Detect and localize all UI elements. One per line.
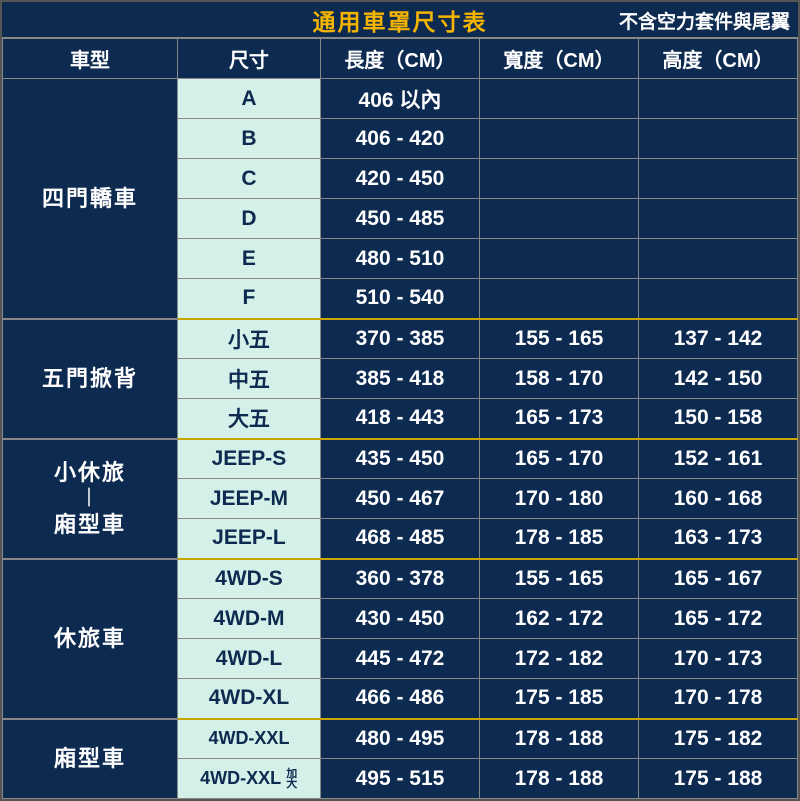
width-cell xyxy=(479,159,638,199)
col-header-size: 尺寸 xyxy=(177,39,320,79)
type-cell: 休旅車 xyxy=(3,559,178,719)
width-cell xyxy=(479,79,638,119)
size-cell: 小五 xyxy=(177,319,320,359)
table-row: 五門掀背小五370 - 385155 - 165137 - 142 xyxy=(3,319,798,359)
table-row: 廂型車4WD-XXL480 - 495178 - 188175 - 182 xyxy=(3,719,798,759)
width-cell: 170 - 180 xyxy=(479,479,638,519)
col-header-width: 寬度（CM） xyxy=(479,39,638,79)
type-cell: 四門轎車 xyxy=(3,79,178,319)
size-cell: B xyxy=(177,119,320,159)
length-cell: 385 - 418 xyxy=(320,359,479,399)
table-title: 通用車罩尺寸表 xyxy=(313,3,488,37)
length-cell: 406 以內 xyxy=(320,79,479,119)
width-cell xyxy=(479,119,638,159)
height-cell xyxy=(638,79,797,119)
width-cell xyxy=(479,279,638,319)
length-cell: 495 - 515 xyxy=(320,759,479,799)
col-header-type: 車型 xyxy=(3,39,178,79)
size-cell: F xyxy=(177,279,320,319)
length-cell: 406 - 420 xyxy=(320,119,479,159)
height-cell: 175 - 182 xyxy=(638,719,797,759)
length-cell: 445 - 472 xyxy=(320,639,479,679)
length-cell: 510 - 540 xyxy=(320,279,479,319)
width-cell: 178 - 185 xyxy=(479,519,638,559)
width-cell: 155 - 165 xyxy=(479,559,638,599)
height-cell: 170 - 173 xyxy=(638,639,797,679)
type-cell: 小休旅｜廂型車 xyxy=(3,439,178,559)
length-cell: 420 - 450 xyxy=(320,159,479,199)
length-cell: 480 - 495 xyxy=(320,719,479,759)
height-cell: 175 - 188 xyxy=(638,759,797,799)
table-row: 四門轎車A406 以內 xyxy=(3,79,798,119)
size-cell: 4WD-S xyxy=(177,559,320,599)
length-cell: 450 - 467 xyxy=(320,479,479,519)
size-table: 車型 尺寸 長度（CM） 寬度（CM） 高度（CM） 四門轎車A406 以內B4… xyxy=(2,38,798,799)
length-cell: 430 - 450 xyxy=(320,599,479,639)
height-cell: 137 - 142 xyxy=(638,319,797,359)
header-row: 車型 尺寸 長度（CM） 寬度（CM） 高度（CM） xyxy=(3,39,798,79)
size-cell: 4WD-XL xyxy=(177,679,320,719)
size-table-container: 通用車罩尺寸表 不含空力套件與尾翼 車型 尺寸 長度（CM） 寬度（CM） 高度… xyxy=(0,0,800,801)
size-cell: 大五 xyxy=(177,399,320,439)
height-cell: 163 - 173 xyxy=(638,519,797,559)
width-cell: 165 - 173 xyxy=(479,399,638,439)
col-header-length: 長度（CM） xyxy=(320,39,479,79)
size-cell: 4WD-XXL xyxy=(177,719,320,759)
width-cell: 155 - 165 xyxy=(479,319,638,359)
length-cell: 450 - 485 xyxy=(320,199,479,239)
table-row: 小休旅｜廂型車JEEP-S435 - 450165 - 170152 - 161 xyxy=(3,439,798,479)
table-subtitle: 不含空力套件與尾翼 xyxy=(619,7,790,34)
height-cell: 170 - 178 xyxy=(638,679,797,719)
size-cell: A xyxy=(177,79,320,119)
type-cell: 廂型車 xyxy=(3,719,178,799)
table-body: 四門轎車A406 以內B406 - 420C420 - 450D450 - 48… xyxy=(3,79,798,799)
height-cell: 165 - 167 xyxy=(638,559,797,599)
size-cell: JEEP-S xyxy=(177,439,320,479)
height-cell: 160 - 168 xyxy=(638,479,797,519)
height-cell xyxy=(638,119,797,159)
height-cell xyxy=(638,239,797,279)
width-cell xyxy=(479,239,638,279)
type-cell: 五門掀背 xyxy=(3,319,178,439)
width-cell: 172 - 182 xyxy=(479,639,638,679)
length-cell: 435 - 450 xyxy=(320,439,479,479)
size-cell: JEEP-M xyxy=(177,479,320,519)
length-cell: 468 - 485 xyxy=(320,519,479,559)
title-row: 通用車罩尺寸表 不含空力套件與尾翼 xyxy=(2,2,798,38)
length-cell: 480 - 510 xyxy=(320,239,479,279)
width-cell: 175 - 185 xyxy=(479,679,638,719)
width-cell: 162 - 172 xyxy=(479,599,638,639)
length-cell: 370 - 385 xyxy=(320,319,479,359)
size-cell: 4WD-XXL 加大 xyxy=(177,759,320,799)
table-row: 休旅車4WD-S360 - 378155 - 165165 - 167 xyxy=(3,559,798,599)
length-cell: 466 - 486 xyxy=(320,679,479,719)
length-cell: 418 - 443 xyxy=(320,399,479,439)
height-cell: 142 - 150 xyxy=(638,359,797,399)
width-cell: 178 - 188 xyxy=(479,759,638,799)
size-cell: JEEP-L xyxy=(177,519,320,559)
height-cell: 165 - 172 xyxy=(638,599,797,639)
height-cell: 152 - 161 xyxy=(638,439,797,479)
size-cell: E xyxy=(177,239,320,279)
height-cell xyxy=(638,159,797,199)
size-cell: 中五 xyxy=(177,359,320,399)
length-cell: 360 - 378 xyxy=(320,559,479,599)
col-header-height: 高度（CM） xyxy=(638,39,797,79)
width-cell: 178 - 188 xyxy=(479,719,638,759)
width-cell: 158 - 170 xyxy=(479,359,638,399)
width-cell xyxy=(479,199,638,239)
size-cell: 4WD-L xyxy=(177,639,320,679)
size-cell: C xyxy=(177,159,320,199)
height-cell: 150 - 158 xyxy=(638,399,797,439)
size-cell: D xyxy=(177,199,320,239)
height-cell xyxy=(638,279,797,319)
height-cell xyxy=(638,199,797,239)
size-cell: 4WD-M xyxy=(177,599,320,639)
width-cell: 165 - 170 xyxy=(479,439,638,479)
